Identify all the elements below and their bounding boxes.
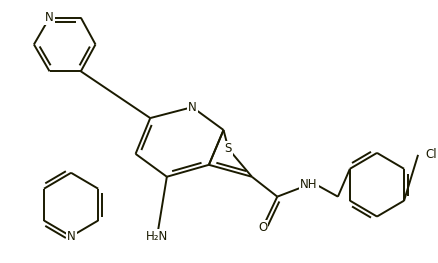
Text: N: N xyxy=(67,230,75,243)
Text: O: O xyxy=(258,221,267,234)
Text: N: N xyxy=(45,11,54,24)
Text: N: N xyxy=(187,101,196,114)
Text: H₂N: H₂N xyxy=(145,230,168,243)
Text: S: S xyxy=(224,142,232,155)
Text: Cl: Cl xyxy=(425,148,437,161)
Text: NH: NH xyxy=(299,178,317,191)
